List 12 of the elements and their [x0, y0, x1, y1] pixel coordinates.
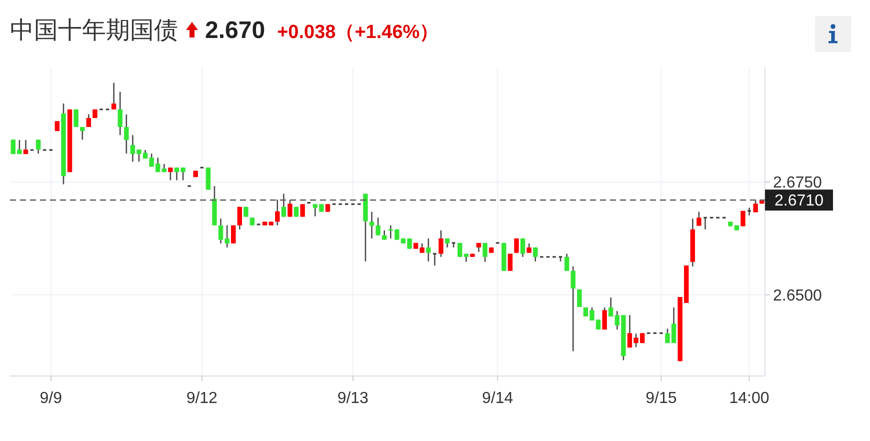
- x-tick-label: 9/14: [482, 390, 514, 407]
- chart-title: 中国十年期国债: [10, 17, 178, 44]
- x-tick-label: 14:00: [729, 390, 770, 407]
- y-tick-label: 2.6750: [773, 174, 822, 192]
- x-tick-label: 9/9: [40, 390, 62, 407]
- ref-line-label: 2.6710: [774, 192, 824, 210]
- y-tick-label: 2.6500: [773, 287, 822, 304]
- text: +0.038（+1.46%）: [277, 22, 439, 43]
- x-tick-label: 9/12: [186, 390, 218, 407]
- x-tick-label: 9/15: [646, 390, 677, 407]
- x-tick-label: 9/13: [337, 390, 369, 407]
- text: 2.670: [205, 17, 266, 44]
